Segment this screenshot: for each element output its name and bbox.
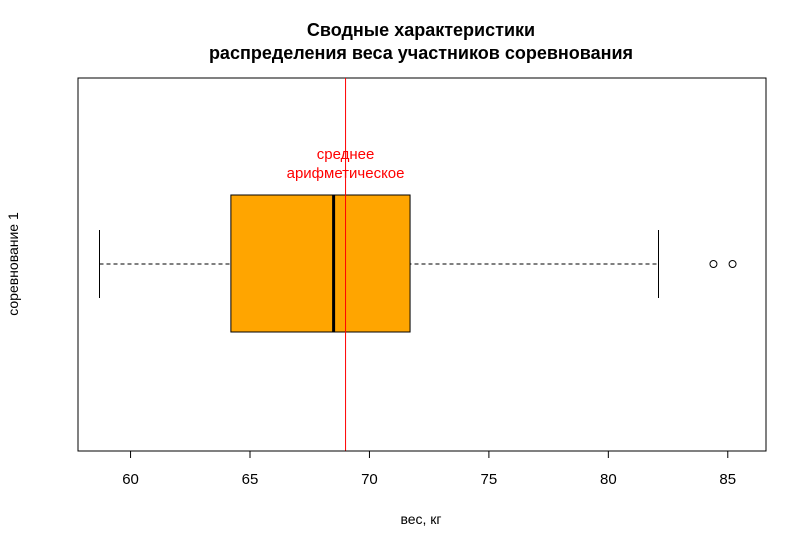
x-axis: 60 65 70 75 80 85 [122,450,736,488]
outliers-group [709,260,737,268]
x-tick-label: 85 [719,471,736,488]
chart-title-line-1: Сводные характеристики [307,20,535,40]
x-axis-label: вес, кг [400,511,441,527]
iqr-box [230,194,411,333]
box-group [99,194,659,333]
outlier-point [728,260,737,268]
x-tick-label: 65 [242,471,259,488]
chart-title-line-2: распределения веса участников соревнован… [209,43,633,63]
x-tick-label: 70 [361,471,378,488]
x-tick-label: 80 [600,471,617,488]
y-axis-label: соревнование 1 [5,212,21,316]
x-tick-label: 75 [481,471,498,488]
outlier-point [709,260,718,268]
x-tick-label: 60 [122,471,139,488]
mean-label-line-1: среднее [317,146,375,163]
mean-label-line-2: арифметическое [287,165,405,182]
